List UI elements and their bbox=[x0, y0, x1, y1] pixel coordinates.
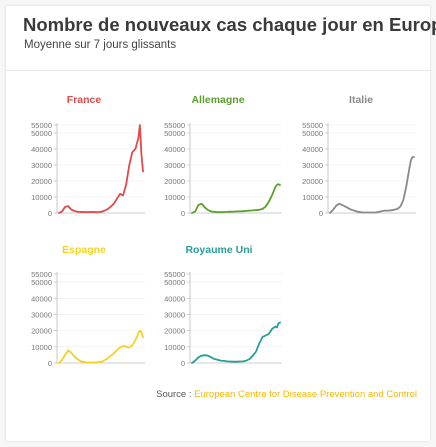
series-line-allemagne bbox=[191, 183, 281, 214]
y-tick-label: 50000 bbox=[302, 129, 323, 138]
y-tick-label: 40000 bbox=[164, 294, 185, 303]
y-tick-label: 55000 bbox=[31, 121, 52, 130]
y-tick-label: 40000 bbox=[302, 145, 323, 154]
divider bbox=[6, 70, 430, 71]
chart-royaume-uni: Royaume Uni 0 10000 20000 30000 40000 50000550… bbox=[164, 244, 282, 368]
source-label: Source : bbox=[156, 389, 195, 400]
y-tick-label: 50000 bbox=[31, 278, 52, 287]
y-tick-label: 10000 bbox=[31, 343, 52, 352]
y-tick-label: 0 bbox=[181, 359, 185, 368]
y-tick-label: 30000 bbox=[302, 161, 323, 170]
y-tick-label: 40000 bbox=[31, 294, 52, 303]
y-tick-label: 20000 bbox=[164, 177, 185, 186]
chart-title: Allemagne bbox=[191, 94, 244, 106]
y-tick-label: 10000 bbox=[164, 343, 185, 352]
y-tick-label: 30000 bbox=[31, 161, 52, 170]
y-tick-label: 0 bbox=[48, 359, 52, 368]
y-tick-label: 20000 bbox=[302, 177, 323, 186]
y-tick-label: 10000 bbox=[164, 193, 185, 202]
y-tick-label: 50000 bbox=[164, 129, 185, 138]
y-tick-label: 0 bbox=[48, 209, 52, 218]
y-tick-label: 55000 bbox=[31, 270, 52, 279]
y-tick-label: 40000 bbox=[164, 145, 185, 154]
y-tick-label: 55000 bbox=[164, 270, 185, 279]
y-tick-label: 0 bbox=[319, 209, 323, 218]
chart-title: France bbox=[67, 94, 102, 106]
y-tick-label: 20000 bbox=[31, 327, 52, 336]
y-tick-label: 55000 bbox=[302, 121, 323, 130]
page-title: Nombre de nouveaux cas chaque jour en Eu… bbox=[23, 14, 436, 35]
series-line-espagne bbox=[58, 329, 144, 364]
y-tick-label: 30000 bbox=[31, 310, 52, 319]
chart-title: Italie bbox=[349, 94, 373, 106]
series-line-france bbox=[58, 124, 144, 214]
series-line-royaume-uni bbox=[191, 321, 281, 364]
y-tick-label: 10000 bbox=[31, 193, 52, 202]
source-note: Source : European Centre for Disease Pre… bbox=[156, 389, 417, 400]
y-tick-label: 20000 bbox=[31, 177, 52, 186]
page-subtitle: Moyenne sur 7 jours glissants bbox=[24, 39, 177, 51]
y-tick-label: 30000 bbox=[164, 161, 185, 170]
y-tick-label: 0 bbox=[181, 209, 185, 218]
series-line-italie bbox=[329, 156, 415, 214]
y-tick-label: 40000 bbox=[31, 145, 52, 154]
chart-title: Espagne bbox=[62, 244, 106, 256]
y-tick-label: 10000 bbox=[302, 193, 323, 202]
source-link[interactable]: European Centre for Disease Prevention a… bbox=[194, 389, 417, 400]
y-tick-label: 55000 bbox=[164, 121, 185, 130]
y-tick-label: 30000 bbox=[164, 310, 185, 319]
y-tick-label: 20000 bbox=[164, 327, 185, 336]
y-tick-label: 50000 bbox=[164, 278, 185, 287]
y-tick-label: 50000 bbox=[31, 129, 52, 138]
card bbox=[6, 6, 430, 441]
chart-title: Royaume Uni bbox=[185, 244, 252, 256]
